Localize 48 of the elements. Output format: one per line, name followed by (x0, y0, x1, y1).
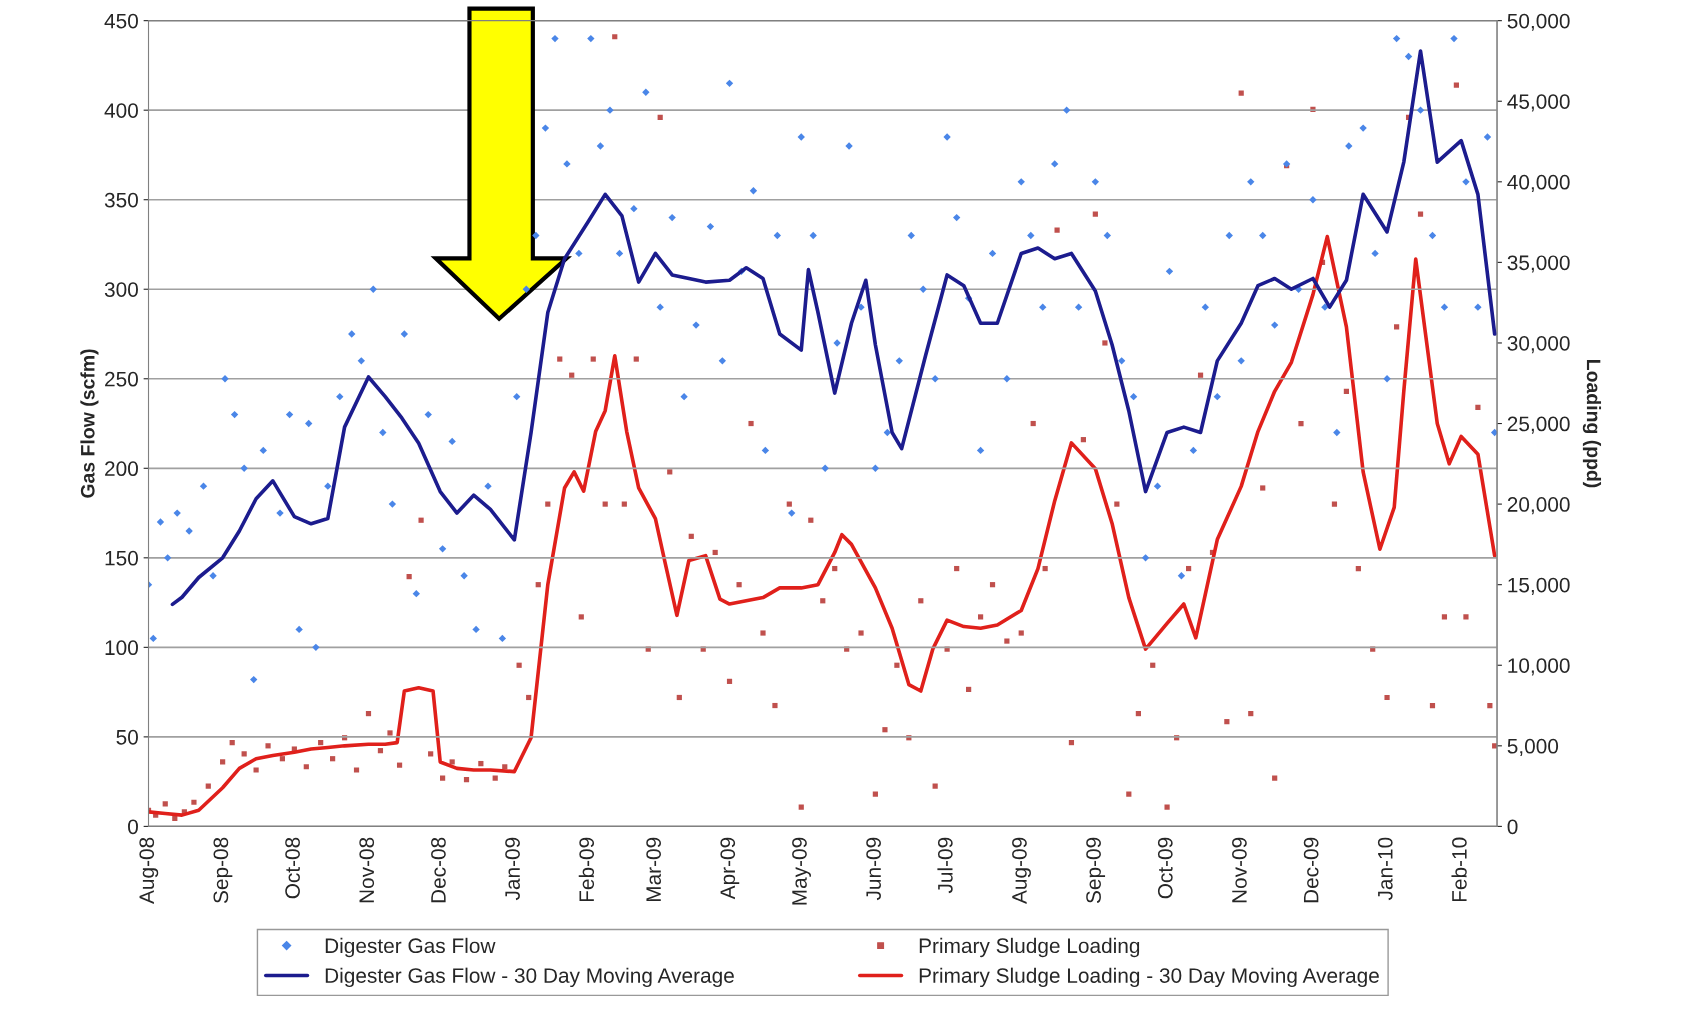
legend-label: Digester Gas Flow - 30 Day Moving Average (325, 967, 734, 988)
x-tick-label: May-09 (792, 837, 811, 905)
y-tick-label: 50 (116, 729, 138, 745)
x-tick-label: Jun-09 (866, 837, 881, 901)
x-tick-label: Feb-10 (1451, 837, 1467, 902)
line-series (148, 234, 1497, 817)
y2-tick-label: 35,000 (1507, 255, 1570, 273)
x-tick-label: Sep-09 (1086, 837, 1106, 904)
x-tick-label: Nov-09 (1232, 837, 1247, 903)
y2-tick-label: 45,000 (1507, 94, 1570, 112)
y-tick-label: 250 (105, 371, 138, 387)
x-tick-label: Sep-08 (213, 837, 233, 904)
legend-label: Digester Gas Flow (325, 937, 496, 958)
y2-tick-label: 40,000 (1507, 174, 1570, 193)
x-tick-label: Oct-08 (285, 837, 300, 899)
x-tick-label: Oct-09 (1157, 837, 1173, 899)
y-axis-title: Gas Flow (scfm) (80, 349, 99, 498)
y2-tick-label: 15,000 (1508, 577, 1570, 595)
y2-tick-label: 30,000 (1507, 335, 1570, 354)
x-tick-label: Mar-09 (646, 837, 661, 902)
x-tick-label: Jul-09 (937, 837, 953, 894)
y-tick-label: 300 (104, 282, 138, 297)
y-tick-label: 100 (105, 640, 138, 656)
line-series (170, 49, 1497, 607)
y2-tick-label: 5,000 (1507, 738, 1559, 757)
y-tick-label: 0 (128, 819, 138, 835)
x-tick-label: Aug-08 (139, 837, 159, 904)
y2-tick-label: 25,000 (1507, 416, 1570, 434)
y-tick-label: 200 (105, 461, 138, 477)
x-tick-label: Apr-09 (720, 837, 740, 900)
x-tick-label: Dec-09 (1303, 837, 1319, 903)
y2-tick-label: 0 (1507, 819, 1518, 835)
x-tick-label: Jan-09 (505, 837, 520, 901)
y2-tick-label: 20,000 (1507, 497, 1570, 515)
y-tick-label: 450 (104, 13, 138, 29)
x-tick-label: Nov-08 (359, 837, 375, 903)
x-tick-label: Dec-08 (431, 837, 446, 903)
legend-label: Primary Sludge Loading (919, 937, 1140, 958)
y2-tick-label: 10,000 (1508, 658, 1570, 676)
legend-label: Primary Sludge Loading - 30 Day Moving Average (919, 967, 1379, 988)
y-tick-label: 150 (105, 550, 138, 566)
y-tick-label: 400 (104, 103, 138, 118)
x-tick-label: Jan-10 (1377, 837, 1393, 901)
y2-axis-title: Loading (ppd) (1582, 360, 1602, 488)
x-tick-label: Feb-09 (578, 837, 595, 902)
y2-tick-label: 50,000 (1507, 13, 1570, 31)
x-tick-label: Aug-09 (1012, 837, 1031, 904)
y-tick-label: 350 (104, 192, 138, 208)
